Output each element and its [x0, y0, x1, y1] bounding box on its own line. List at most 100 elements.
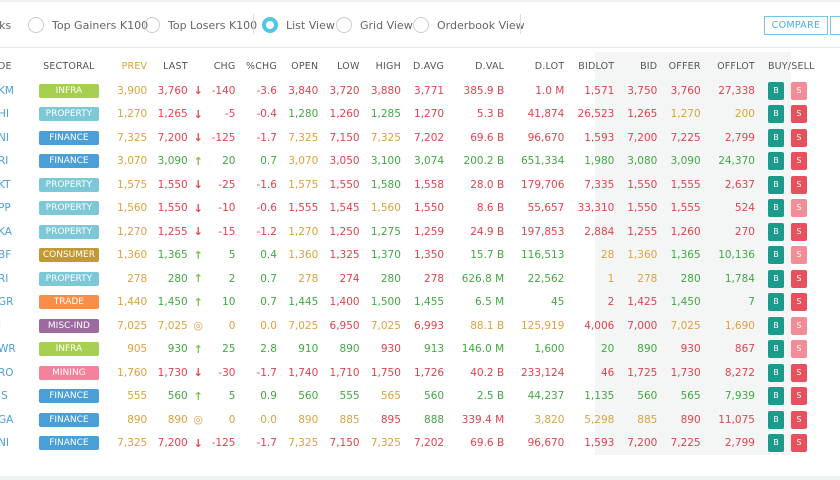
stock-code[interactable]: RI: [0, 272, 9, 285]
stock-code[interactable]: HI: [0, 108, 9, 121]
buy-button[interactable]: B: [767, 128, 784, 147]
sell-button[interactable]: S: [790, 199, 807, 218]
radio-stocks[interactable]: icks: [0, 16, 11, 34]
stock-code[interactable]: WR: [0, 343, 16, 356]
stock-code[interactable]: RO: [0, 366, 14, 379]
column-header[interactable]: BIDLOT: [578, 61, 615, 72]
column-header[interactable]: D.LOT: [534, 61, 565, 72]
buy-button[interactable]: B: [767, 199, 784, 218]
chg-cell: -30: [218, 366, 236, 379]
table-row[interactable]: HI PROPERTY 1,270 1,265 ↓ -5 -0.4 1,280 1,260 1,2…: [0, 103, 818, 127]
table-row[interactable]: NI FINANCE 7,325 7,200 ↓ -125 -1.7 7,325 7,150 7,…: [0, 126, 818, 150]
table-row[interactable]: GR TRADE 1,440 1,450 ↑ 10 0.7 1,445 1,400 1,500 1,…: [0, 291, 818, 315]
buy-button[interactable]: B: [767, 222, 784, 241]
stock-code[interactable]: KM: [0, 84, 14, 97]
off-lot-cell: 2,637: [724, 178, 755, 191]
prev-cell: 1,360: [117, 249, 148, 262]
sell-button[interactable]: S: [790, 222, 807, 241]
buy-button[interactable]: B: [767, 152, 784, 171]
stock-code[interactable]: I: [0, 314, 36, 338]
sell-button[interactable]: S: [790, 410, 807, 429]
offer-cell: 1,270: [670, 108, 701, 121]
column-header[interactable]: OFFER: [668, 61, 701, 72]
table-row[interactable]: BF CONSUMER 1,360 1,365 ↑ 5 0.4 1,360 1,325 1,370…: [0, 244, 818, 268]
sell-button[interactable]: S: [790, 105, 807, 124]
column-header[interactable]: BUY/SELL: [767, 61, 815, 72]
column-header[interactable]: D.AVG: [413, 61, 445, 72]
table-row[interactable]: KT PROPERTY 1,575 1,550 ↓ -25 -1.6 1,575 1,550 1,…: [0, 173, 818, 197]
sell-button[interactable]: S: [790, 340, 807, 359]
sell-button[interactable]: S: [790, 246, 807, 265]
radio-grid-view[interactable]: Grid View: [336, 16, 413, 34]
buy-button[interactable]: B: [767, 81, 784, 100]
column-header[interactable]: CHG: [213, 61, 236, 72]
table-row[interactable]: RI FINANCE 3,070 3,090 ↑ 20 0.7 3,070 3,050 3,100…: [0, 150, 818, 174]
open-cell: 3,070: [288, 155, 319, 168]
stock-code[interactable]: RI: [0, 155, 9, 168]
sell-button[interactable]: S: [790, 128, 807, 147]
column-header[interactable]: SECTORAL: [43, 61, 95, 72]
sell-button[interactable]: S: [790, 316, 807, 335]
table-row[interactable]: WR INFRA 905 930 ↑ 25 2.8 910 890 930 913 146.0 M 1,…: [0, 338, 818, 362]
stock-code[interactable]: NI: [0, 131, 9, 144]
radio-top-gainers[interactable]: Top Gainers K100: [28, 16, 148, 34]
stock-code[interactable]: KA: [0, 225, 12, 238]
buy-button[interactable]: B: [767, 269, 784, 288]
buy-button[interactable]: B: [767, 293, 784, 312]
buy-button[interactable]: B: [767, 175, 784, 194]
stock-code[interactable]: KT: [0, 178, 11, 191]
table-row[interactable]: KA PROPERTY 1,270 1,255 ↓ -15 -1.2 1,270 1,250 1,…: [0, 220, 818, 244]
table-row[interactable]: RO MINING 1,760 1,730 ↓ -30 -1.7 1,740 1,710 1,75…: [0, 361, 818, 385]
column-header[interactable]: D.VAL: [475, 61, 505, 72]
table-row[interactable]: KM INFRA 3,900 3,760 ↓ -140 -3.6 3,840 3,720 3,88…: [0, 79, 818, 103]
table-row[interactable]: GA FINANCE 890 890 ◎ 0 0.0 890 885 895 888 339.4 M 3…: [0, 408, 818, 432]
column-header[interactable]: [191, 54, 206, 79]
buy-button[interactable]: B: [767, 434, 784, 453]
sell-button[interactable]: S: [790, 175, 807, 194]
compare-button[interactable]: COMPARE: [764, 16, 828, 35]
column-header[interactable]: OFFLOT: [717, 61, 755, 72]
sell-button[interactable]: S: [790, 152, 807, 171]
sell-button[interactable]: S: [790, 387, 807, 406]
table-row[interactable]: RI PROPERTY 278 280 ↑ 2 0.7 278 274 280 278 626.8 M…: [0, 267, 818, 291]
column-header[interactable]: LAST: [163, 61, 188, 72]
column-header[interactable]: OPEN: [291, 61, 319, 72]
buy-button[interactable]: B: [767, 340, 784, 359]
last-cell: 3,090: [157, 155, 188, 168]
stock-code[interactable]: IS: [0, 390, 8, 403]
table-row[interactable]: IMISC-IND 7,025 7,025 ◎ 0 0.0 7,025 6,950 7,025 6…: [0, 314, 818, 338]
radio-top-losers[interactable]: Top Losers K100: [144, 16, 257, 34]
column-header[interactable]: LOW: [337, 61, 360, 72]
buy-button[interactable]: B: [767, 316, 784, 335]
buy-button[interactable]: B: [767, 105, 784, 124]
column-header[interactable]: PREV: [121, 61, 148, 72]
buy-button[interactable]: B: [767, 410, 784, 429]
column-header[interactable]: BID: [640, 61, 658, 72]
offer-cell: 1,555: [670, 202, 701, 215]
secondary-button[interactable]: [830, 16, 840, 35]
buy-button[interactable]: B: [767, 363, 784, 382]
sell-button[interactable]: S: [790, 293, 807, 312]
column-header[interactable]: %CHG: [245, 61, 277, 72]
radio-list-view[interactable]: List View: [262, 16, 335, 34]
stock-code[interactable]: BF: [0, 249, 12, 262]
stock-code[interactable]: GR: [0, 296, 14, 309]
stock-code[interactable]: GA: [0, 413, 14, 426]
sell-button[interactable]: S: [790, 81, 807, 100]
table-row[interactable]: IS FINANCE 555 560 ↑ 5 0.9 560 555 565 560 2.5 B 44,…: [0, 385, 818, 409]
radio-orderbook-view[interactable]: Orderbook View: [413, 16, 525, 34]
column-header[interactable]: DE: [0, 61, 12, 72]
radio-label: Top Losers K100: [168, 18, 258, 32]
buy-button[interactable]: B: [767, 246, 784, 265]
column-header[interactable]: HIGH: [375, 61, 401, 72]
table-row[interactable]: PP PROPERTY 1,560 1,550 ↓ -10 -0.6 1,555 1,545 1,…: [0, 197, 818, 221]
buy-button[interactable]: B: [767, 387, 784, 406]
sell-button[interactable]: S: [790, 434, 807, 453]
high-cell: 1,285: [370, 108, 401, 121]
sell-button[interactable]: S: [790, 269, 807, 288]
offer-cell: 1,555: [670, 178, 701, 191]
stock-code[interactable]: PP: [0, 202, 11, 215]
sell-button[interactable]: S: [790, 363, 807, 382]
stock-code[interactable]: NI: [0, 437, 9, 450]
table-row[interactable]: NI FINANCE 7,325 7,200 ↓ -125 -1.7 7,325 7,150 7,…: [0, 432, 818, 456]
